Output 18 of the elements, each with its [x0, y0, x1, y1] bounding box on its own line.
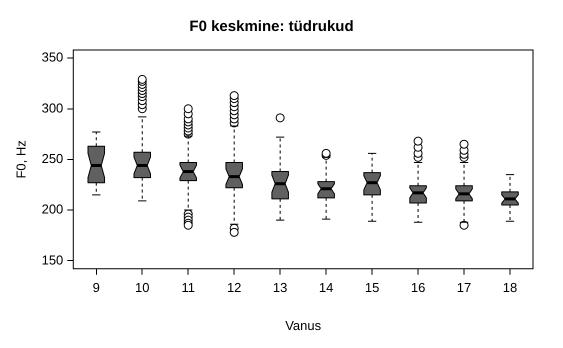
y-tick-label: 250	[42, 150, 64, 166]
x-tick-label: 14	[318, 280, 334, 296]
x-tick-label: 15	[364, 280, 380, 296]
y-axis-title: F0, Hz	[13, 140, 28, 179]
x-axis-title: Vanus	[285, 318, 322, 333]
x-tick-label: 10	[135, 280, 150, 296]
chart-title: F0 keskmine: tüdrukud	[189, 18, 354, 36]
x-tick-label: 16	[410, 280, 426, 296]
x-tick-label: 13	[272, 280, 288, 296]
y-tick-label: 200	[42, 202, 64, 217]
x-tick-label: 17	[456, 280, 472, 296]
y-tick-label: 150	[42, 252, 64, 268]
x-tick-label: 11	[181, 280, 195, 296]
x-tick-label: 18	[502, 280, 518, 296]
x-tick-label: 9	[92, 280, 100, 296]
y-tick-label: 350	[42, 50, 64, 65]
y-tick-label: 300	[42, 100, 64, 116]
x-tick-label: 12	[226, 280, 242, 296]
